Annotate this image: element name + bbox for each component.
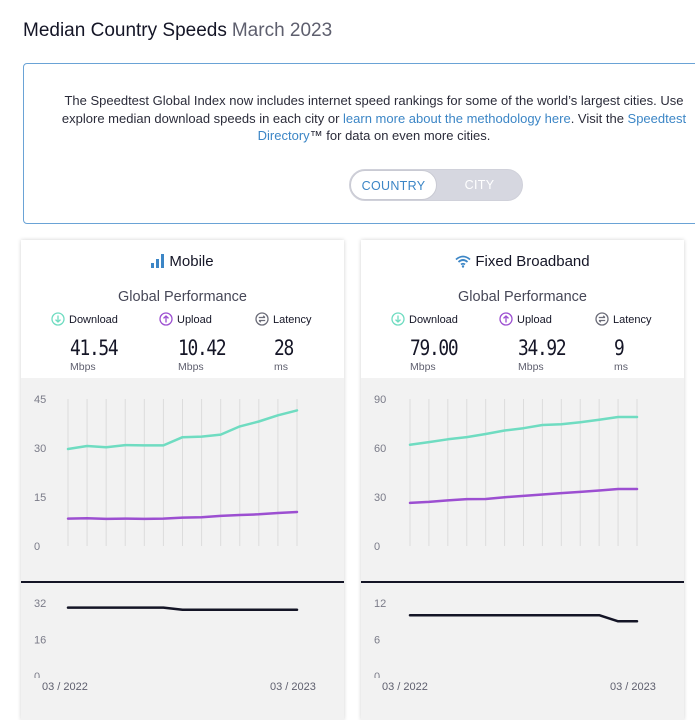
info-line-1: The Speedtest Global Index now includes … [64,93,684,108]
fixed-latency-unit: ms [614,361,628,373]
fixed-start-date: 03 / 2022 [382,681,428,693]
mobile-upload-label: Upload [177,314,212,326]
fixed-latency-chart-y-tick-label: 0 [374,671,380,678]
fixed-latency-value: 9 [614,336,625,360]
country-city-toggle[interactable]: COUNTRY CITY [349,169,523,201]
fixed-latency-chart-series-line-0 [408,613,639,623]
fixed-chart-series-line-1 [408,487,639,505]
mobile-chart-y-tick-label: 45 [34,394,46,406]
download-arrow-icon [391,312,405,329]
signal-bars-icon [151,254,165,272]
upload-arrow-icon [159,312,173,329]
wifi-icon [455,255,471,272]
mobile-latency-chart-series-line-0 [66,606,299,612]
page-title: Median Country Speeds March 2023 [23,20,332,42]
methodology-link[interactable]: learn more about the methodology here [343,110,571,126]
fixed-latency-chart-y-tick-label: 6 [374,635,380,647]
info-line-3-text: ™ for data on even more cities. [309,128,491,143]
info-box: The Speedtest Global Index now includes … [23,63,695,224]
mobile-end-date: 03 / 2023 [270,681,316,693]
fixed-latency-metric: Latency 9 ms [595,312,695,373]
mobile-download-metric: Download 41.54 Mbps [51,312,151,373]
fixed-panel-header: Fixed Broadband Global Performance Downl… [361,240,684,378]
mobile-latency-label: Latency [273,314,312,326]
fixed-upload-metric: Upload 34.92 Mbps [499,312,599,373]
fixed-latency-chart-y-tick-label: 12 [374,598,386,610]
mobile-chart-y-tick-label: 15 [34,492,46,504]
toggle-city[interactable]: CITY [464,178,495,192]
latency-icon [595,312,609,329]
upload-arrow-icon [499,312,513,329]
mobile-panel: Mobile Global Performance Download 41.54… [21,240,344,720]
fixed-chart-y-tick-label: 0 [374,541,380,553]
mobile-latency-unit: ms [274,361,288,373]
mobile-title-text: Mobile [169,253,214,270]
mobile-latency-metric: Latency 28 ms [255,312,355,373]
mobile-panel-header: Mobile Global Performance Download 41.54… [21,240,344,378]
fixed-download-metric: Download 79.00 Mbps [391,312,491,373]
mobile-chart-divider [21,581,344,583]
fixed-download-value: 79.00 [410,336,459,360]
fixed-download-label: Download [409,314,458,326]
fixed-upload-unit: Mbps [518,361,544,373]
page-subtitle: March 2023 [231,20,333,41]
mobile-perf-title: Global Performance [118,289,247,305]
directory-link[interactable]: Directory [257,128,310,143]
fixed-perf-title: Global Performance [458,289,587,305]
mobile-start-date: 03 / 2022 [42,681,88,693]
mobile-download-value: 41.54 [70,336,119,360]
page-title-text: Median Country Speeds [23,20,227,41]
mobile-upload-metric: Upload 10.42 Mbps [159,312,259,373]
mobile-speed-chart: 0 15 30 45 [34,394,299,553]
mobile-upload-value: 10.42 [178,336,227,360]
fixed-title: Fixed Broadband [361,253,684,272]
fixed-speed-chart: 0 30 60 90 [374,394,639,553]
speedtest-directory-link[interactable]: Speedtest [627,110,687,126]
fixed-upload-label: Upload [517,314,552,326]
mobile-chart-series-line-0 [66,409,299,451]
mobile-download-unit: Mbps [70,361,96,373]
info-text: The Speedtest Global Index now includes … [24,92,695,145]
fixed-broadband-panel: Fixed Broadband Global Performance Downl… [361,240,684,720]
mobile-chart-y-tick-label: 30 [34,443,46,455]
mobile-latency-chart-y-tick-label: 32 [34,598,46,610]
mobile-upload-unit: Mbps [178,361,204,373]
download-arrow-icon [51,312,65,329]
mobile-download-label: Download [69,314,118,326]
info-line-2-text-a: explore median download speeds in each c… [61,110,344,126]
fixed-title-text: Fixed Broadband [475,253,590,270]
fixed-latency-chart: 0 6 12 [374,598,639,678]
fixed-chart-y-tick-label: 60 [374,443,386,455]
mobile-latency-chart-y-tick-label: 16 [34,635,46,647]
mobile-title: Mobile [21,253,344,272]
mobile-chart-series-line-1 [66,510,299,521]
mobile-latency-chart-y-tick-label: 0 [34,671,40,678]
fixed-end-date: 03 / 2023 [610,681,656,693]
fixed-chart-y-tick-label: 30 [374,492,386,504]
fixed-chart-y-tick-label: 90 [374,394,386,406]
fixed-latency-label: Latency [613,314,652,326]
toggle-country[interactable]: COUNTRY [350,170,437,200]
mobile-latency-chart: 0 16 32 [34,598,299,678]
latency-icon [255,312,269,329]
mobile-latency-value: 28 [274,336,294,360]
fixed-upload-value: 34.92 [518,336,567,360]
info-line-2: explore median download speeds in each c… [24,110,695,128]
info-line-3: Directory™ for data on even more cities. [24,127,695,145]
mobile-chart-y-tick-label: 0 [34,541,40,553]
info-line-2-text-b: . Visit the [570,110,628,126]
fixed-download-unit: Mbps [410,361,436,373]
fixed-chart-series-line-0 [408,415,639,446]
fixed-chart-divider [361,581,684,583]
